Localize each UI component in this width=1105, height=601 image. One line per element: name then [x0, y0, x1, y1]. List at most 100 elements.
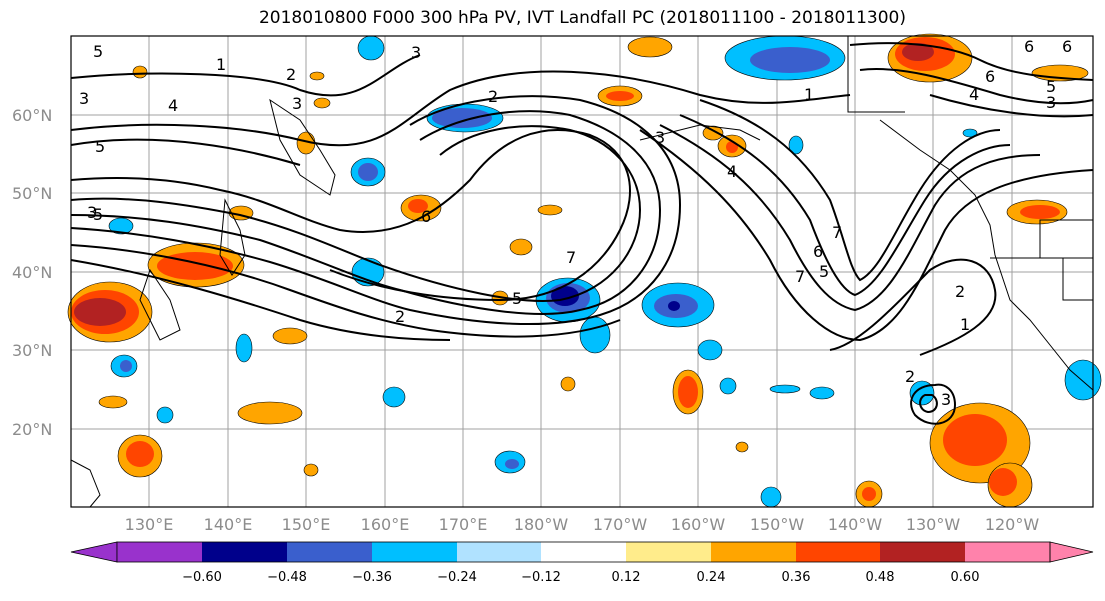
contour-label: 3	[411, 43, 421, 62]
contour-label: 5	[93, 205, 103, 224]
colorbar	[70, 541, 1094, 563]
colorbar-tick-label: 0.60	[950, 570, 980, 585]
lat-label-20n: 20°N	[12, 420, 53, 439]
colorbar-bin-7	[626, 542, 711, 562]
contour-label: 3	[941, 390, 951, 409]
colorbar-tick-label: −0.48	[267, 570, 307, 585]
contour-label: 7	[566, 248, 576, 267]
lon-label-170e: 170°E	[438, 515, 488, 534]
colorbar-tick-label: −0.60	[182, 570, 222, 585]
coast-california	[999, 269, 1094, 391]
colorbar-bin-11	[965, 542, 1050, 562]
fill-darkred-japan	[74, 298, 126, 326]
contour-ridge-3	[70, 110, 662, 315]
contour-label: 6	[985, 67, 995, 86]
contour-label: 3	[292, 94, 302, 113]
map-frame	[70, 35, 1094, 508]
lat-label-40n: 40°N	[12, 263, 53, 282]
contour-label: 2	[488, 87, 498, 106]
contour-label: 1	[216, 55, 226, 74]
colorbar-bin-9	[796, 542, 880, 562]
contour-label: 2	[955, 282, 965, 301]
contour-cutoff-low	[910, 383, 957, 425]
lon-label-140w: 140°W	[827, 515, 883, 534]
lon-label-160w: 160°W	[670, 515, 726, 534]
contour-label: 5	[93, 42, 103, 61]
contour-label: 5	[1046, 77, 1056, 96]
figure-title: 2018010800 F000 300 hPa PV, IVT Landfall…	[258, 8, 906, 28]
pc-shading	[67, 33, 1102, 508]
colorbar-bin-4	[372, 542, 457, 562]
contour-label: 5	[512, 289, 522, 308]
colorbar-bin-3	[287, 542, 372, 562]
contour-label: 3	[655, 128, 665, 147]
contour-north-3	[70, 138, 301, 166]
contour-ridge-4	[70, 95, 682, 326]
pv-contours	[70, 42, 1094, 425]
contour-label: 3	[1046, 93, 1056, 112]
colorbar-extend-low	[70, 541, 118, 563]
colorbar-bin-8	[711, 542, 796, 562]
contour-label: 2	[395, 307, 405, 326]
lon-label-140e: 140°E	[203, 515, 253, 534]
colorbar-bin-6	[541, 542, 626, 562]
contour-north-2	[70, 70, 851, 147]
lon-label-170w: 170°W	[592, 515, 648, 534]
contour-label: 5	[819, 262, 829, 281]
colorbar-tick-label: −0.12	[521, 570, 561, 585]
contour-trough-1	[699, 99, 1001, 282]
colorbar-tick-label: 0.12	[611, 570, 641, 585]
coast-japan	[139, 268, 181, 341]
contour-ridge-6	[70, 259, 451, 341]
colorbar-extend-high	[1049, 541, 1094, 563]
coast-philippines	[70, 459, 101, 508]
lon-label-120w: 120°W	[984, 515, 1040, 534]
coast-yukon-border	[847, 36, 905, 113]
contour-trough-4	[639, 129, 1094, 342]
contour-label: 6	[813, 242, 823, 261]
contour-trough-2	[679, 114, 1011, 297]
contour-label: 7	[832, 223, 842, 242]
contour-label: 2	[905, 367, 915, 386]
contour-ridge-1	[70, 129, 631, 302]
lon-label-150e: 150°E	[281, 515, 331, 534]
contour-label: 2	[286, 65, 296, 84]
colorbar-tick-label: 0.36	[781, 570, 811, 585]
lat-label-60n: 60°N	[12, 106, 53, 125]
contour-north-1	[70, 54, 421, 97]
colorbar-tick-label: −0.24	[437, 570, 477, 585]
contour-label: 6	[421, 207, 431, 226]
contour-label: 1	[804, 85, 814, 104]
colorbar-tick-label: 0.48	[865, 570, 895, 585]
lon-label-160e: 160°E	[360, 515, 410, 534]
lon-label-130w: 130°W	[905, 515, 961, 534]
contour-label: 4	[168, 96, 178, 115]
contour-trough-3	[659, 124, 1041, 312]
contour-cutoff-outer	[829, 258, 997, 356]
contour-label: 4	[727, 162, 737, 181]
contour-labels: 5 1 2 3 3 4 3 5 1 2 6 6 6 5 4 3 3 4 5 3 …	[79, 37, 1072, 409]
contour-label: 1	[960, 315, 970, 334]
coast-aleutians	[639, 124, 761, 141]
contour-label: 6	[1062, 37, 1072, 56]
contour-label: 4	[969, 85, 979, 104]
contour-label: 5	[95, 137, 105, 156]
colorbar-bin-1	[117, 542, 202, 562]
contour-label: 3	[79, 89, 89, 108]
lat-label-30n: 30°N	[12, 341, 53, 360]
colorbar-bin-10	[880, 542, 965, 562]
contour-label: 6	[1024, 37, 1034, 56]
lon-label-150w: 150°W	[749, 515, 805, 534]
coast-kamchatka	[269, 98, 336, 196]
colorbar-bin-2	[202, 542, 287, 562]
contour-alaska-1	[849, 42, 1094, 81]
lat-label-50n: 50°N	[12, 184, 53, 203]
coast-bc	[879, 119, 1001, 271]
contour-ridge-2	[70, 125, 642, 302]
lon-label-130e: 130°E	[124, 515, 174, 534]
colorbar-tick-label: 0.24	[696, 570, 726, 585]
contour-label: 3	[87, 203, 97, 222]
lon-label-180w: 180°W	[513, 515, 569, 534]
contour-label: 7	[795, 267, 805, 286]
